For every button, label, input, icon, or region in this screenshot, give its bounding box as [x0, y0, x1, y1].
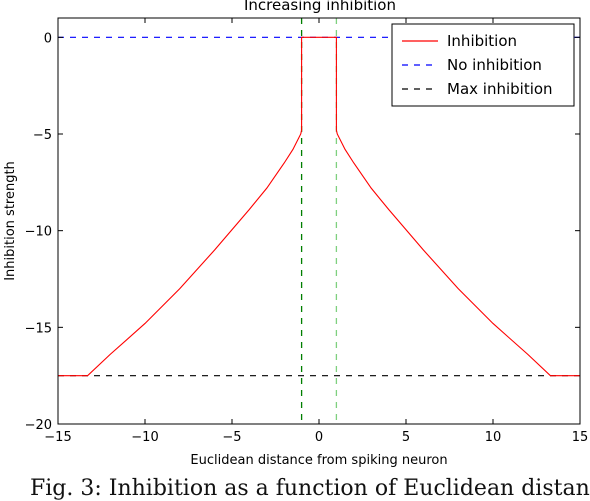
legend-box [391, 23, 575, 107]
legend: Inhibition No inhibition Max inhibition [391, 23, 575, 107]
y-tick-label: −5 [33, 128, 52, 143]
x-tick-label: −15 [44, 430, 71, 445]
x-tick-label: 10 [485, 430, 502, 445]
y-tick-label: 0 [44, 31, 52, 46]
y-tick-label: −15 [25, 321, 52, 336]
chart-title: Increasing inhibition [244, 0, 396, 14]
x-tick-label: 5 [402, 430, 410, 445]
figure-caption: Fig. 3: Inhibition as a function of Eucl… [30, 476, 590, 501]
y-tick-label: −10 [25, 225, 52, 240]
axis-ticks: −15 −10 −5 0 5 10 150−5−10−15−20 [25, 18, 589, 445]
x-tick-label: −10 [131, 430, 158, 445]
x-tick-label: 0 [315, 430, 323, 445]
y-axis-label: Inhibition strength [3, 161, 18, 281]
x-tick-label: 15 [572, 430, 589, 445]
series-line-inhibition [58, 36, 580, 377]
x-tick-label: −5 [222, 430, 241, 445]
legend-label-inhibition: Inhibition [447, 32, 517, 50]
legend-label-no-inhibition: No inhibition [447, 56, 542, 74]
y-tick-label: −20 [25, 418, 52, 433]
legend-label-max-inhibition: Max inhibition [447, 80, 553, 98]
inhibition-chart: Increasing inhibition −15 −10 −5 0 5 10 15 0 −5 −… [3, 0, 589, 468]
x-axis-label: Euclidean distance from spiking neuron [190, 453, 447, 468]
